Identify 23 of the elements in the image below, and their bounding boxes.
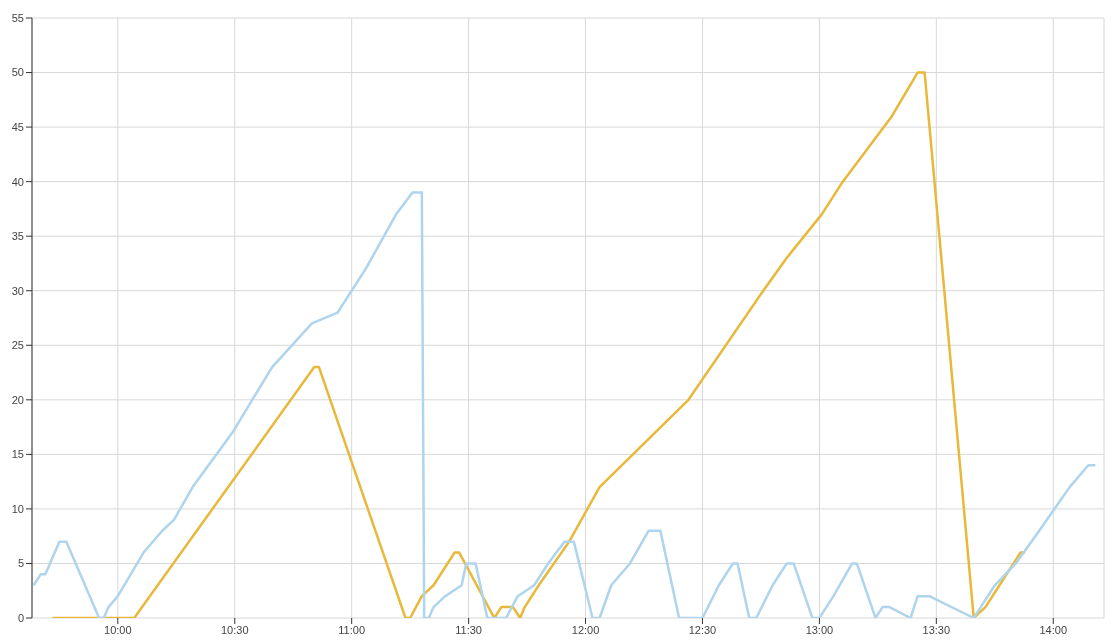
- y-tick-label: 35: [11, 230, 24, 243]
- line-series: [51, 71, 1027, 618]
- x-tick-label: 11:00: [338, 623, 366, 636]
- x-tick-label: 14:00: [1039, 623, 1068, 636]
- x-tick-label: 13:00: [805, 623, 834, 636]
- y-tick-label: 55: [11, 11, 24, 24]
- line-series: [32, 191, 1097, 618]
- x-tick-label: 11:30: [455, 623, 482, 636]
- x-tick-label: 13:30: [922, 623, 951, 636]
- y-tick-label: 20: [11, 393, 24, 406]
- y-tick-label: 40: [11, 175, 24, 188]
- x-tick-label: 10:30: [220, 623, 249, 636]
- x-tick-label: 12:30: [688, 623, 717, 636]
- y-tick-label: 0: [17, 611, 24, 624]
- y-tick-label: 30: [11, 284, 24, 297]
- y-tick-label: 50: [11, 66, 24, 79]
- x-tick-label: 12:00: [571, 623, 600, 636]
- y-tick-label: 10: [11, 502, 24, 515]
- y-tick-label: 25: [11, 339, 24, 352]
- x-tick-label: 10:00: [104, 623, 132, 636]
- y-tick-label: 15: [11, 448, 24, 461]
- y-tick-label: 45: [11, 121, 24, 133]
- y-tick-label: 5: [17, 557, 24, 570]
